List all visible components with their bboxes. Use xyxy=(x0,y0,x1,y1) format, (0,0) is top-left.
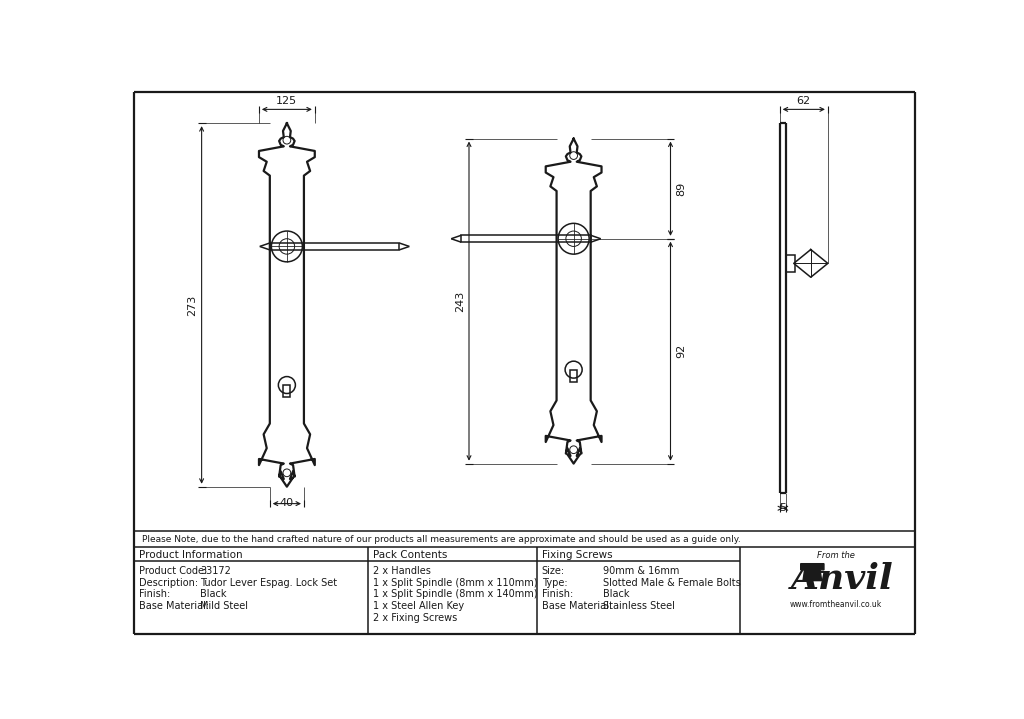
Text: 62: 62 xyxy=(797,96,811,106)
Text: 125: 125 xyxy=(276,96,297,106)
Text: Product Information: Product Information xyxy=(139,550,243,560)
Text: www.fromtheanvil.co.uk: www.fromtheanvil.co.uk xyxy=(790,600,882,609)
Text: 40: 40 xyxy=(280,498,294,508)
Text: 1 x Split Spindle (8mm x 140mm): 1 x Split Spindle (8mm x 140mm) xyxy=(373,590,538,600)
Text: Finish:: Finish: xyxy=(542,590,573,600)
Text: Finish:: Finish: xyxy=(139,590,170,600)
Text: 1 x Split Spindle (8mm x 110mm): 1 x Split Spindle (8mm x 110mm) xyxy=(373,578,538,588)
Text: From the: From the xyxy=(816,551,854,559)
Text: 2 x Fixing Screws: 2 x Fixing Screws xyxy=(373,613,457,623)
Text: Base Material:: Base Material: xyxy=(139,601,209,611)
Bar xyxy=(570,370,578,382)
Bar xyxy=(270,243,399,250)
Text: Size:: Size: xyxy=(542,567,565,577)
Text: Type:: Type: xyxy=(542,578,567,588)
Polygon shape xyxy=(801,564,824,581)
Bar xyxy=(284,385,291,398)
Text: Slotted Male & Female Bolts: Slotted Male & Female Bolts xyxy=(603,578,740,588)
Text: 90mm & 16mm: 90mm & 16mm xyxy=(603,567,680,577)
Text: Pack Contents: Pack Contents xyxy=(373,550,447,560)
Text: 92: 92 xyxy=(676,344,686,358)
Text: 243: 243 xyxy=(455,290,465,312)
Text: 33172: 33172 xyxy=(200,567,231,577)
Text: Black: Black xyxy=(200,590,226,600)
Text: Black: Black xyxy=(603,590,630,600)
Text: Tudor Lever Espag. Lock Set: Tudor Lever Espag. Lock Set xyxy=(200,578,337,588)
Text: 5: 5 xyxy=(779,503,786,513)
Text: 1 x Steel Allen Key: 1 x Steel Allen Key xyxy=(373,601,464,611)
Text: Anvil: Anvil xyxy=(791,562,893,596)
Text: Description:: Description: xyxy=(139,578,198,588)
Text: 89: 89 xyxy=(676,182,686,196)
Text: Product Code:: Product Code: xyxy=(139,567,207,577)
Bar xyxy=(786,255,796,272)
Bar xyxy=(461,235,591,242)
Text: Fixing Screws: Fixing Screws xyxy=(542,550,612,560)
Text: Base Material:: Base Material: xyxy=(542,601,612,611)
Text: 2 x Handles: 2 x Handles xyxy=(373,567,431,577)
Text: 273: 273 xyxy=(187,294,198,316)
Text: Mild Steel: Mild Steel xyxy=(200,601,248,611)
Text: Stainless Steel: Stainless Steel xyxy=(603,601,675,611)
Text: Please Note, due to the hand crafted nature of our products all measurements are: Please Note, due to the hand crafted nat… xyxy=(142,536,740,544)
